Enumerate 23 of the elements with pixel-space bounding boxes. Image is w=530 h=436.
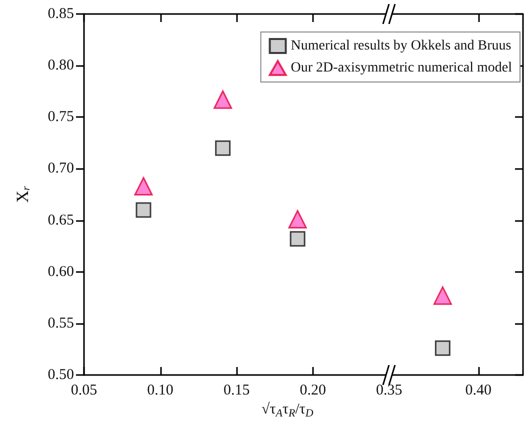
x-tick-label: 0.40 — [465, 382, 492, 398]
legend-label: Our 2D-axisymmetric numerical model — [290, 60, 512, 76]
point — [215, 140, 231, 156]
x-tick-label: 0.10 — [147, 382, 174, 398]
point — [290, 231, 306, 247]
point — [214, 90, 232, 109]
x-tick-label: 0.35 — [376, 382, 402, 398]
point — [136, 202, 152, 218]
legend-label: Numerical results by Okkels and Bruus — [290, 38, 512, 54]
x-tick-label: 0.20 — [300, 382, 326, 398]
y-tick-label: 0.70 — [48, 160, 74, 177]
y-tick-label: 0.80 — [48, 58, 74, 74]
y-tick-label: 0.75 — [48, 109, 74, 126]
point — [134, 177, 153, 196]
y-tick-label: 0.55 — [48, 315, 74, 332]
x-tick-label: 0.05 — [70, 382, 98, 398]
x-tick-label: 0.15 — [223, 382, 250, 398]
y-tick-label: 0.50 — [48, 367, 74, 383]
y-axis-title: Xr — [13, 186, 32, 203]
y-tick-label: 0.60 — [48, 264, 74, 280]
y-tick-label: 0.85 — [48, 6, 74, 22]
point — [288, 210, 307, 229]
y-tick-label: 0.65 — [48, 212, 74, 228]
